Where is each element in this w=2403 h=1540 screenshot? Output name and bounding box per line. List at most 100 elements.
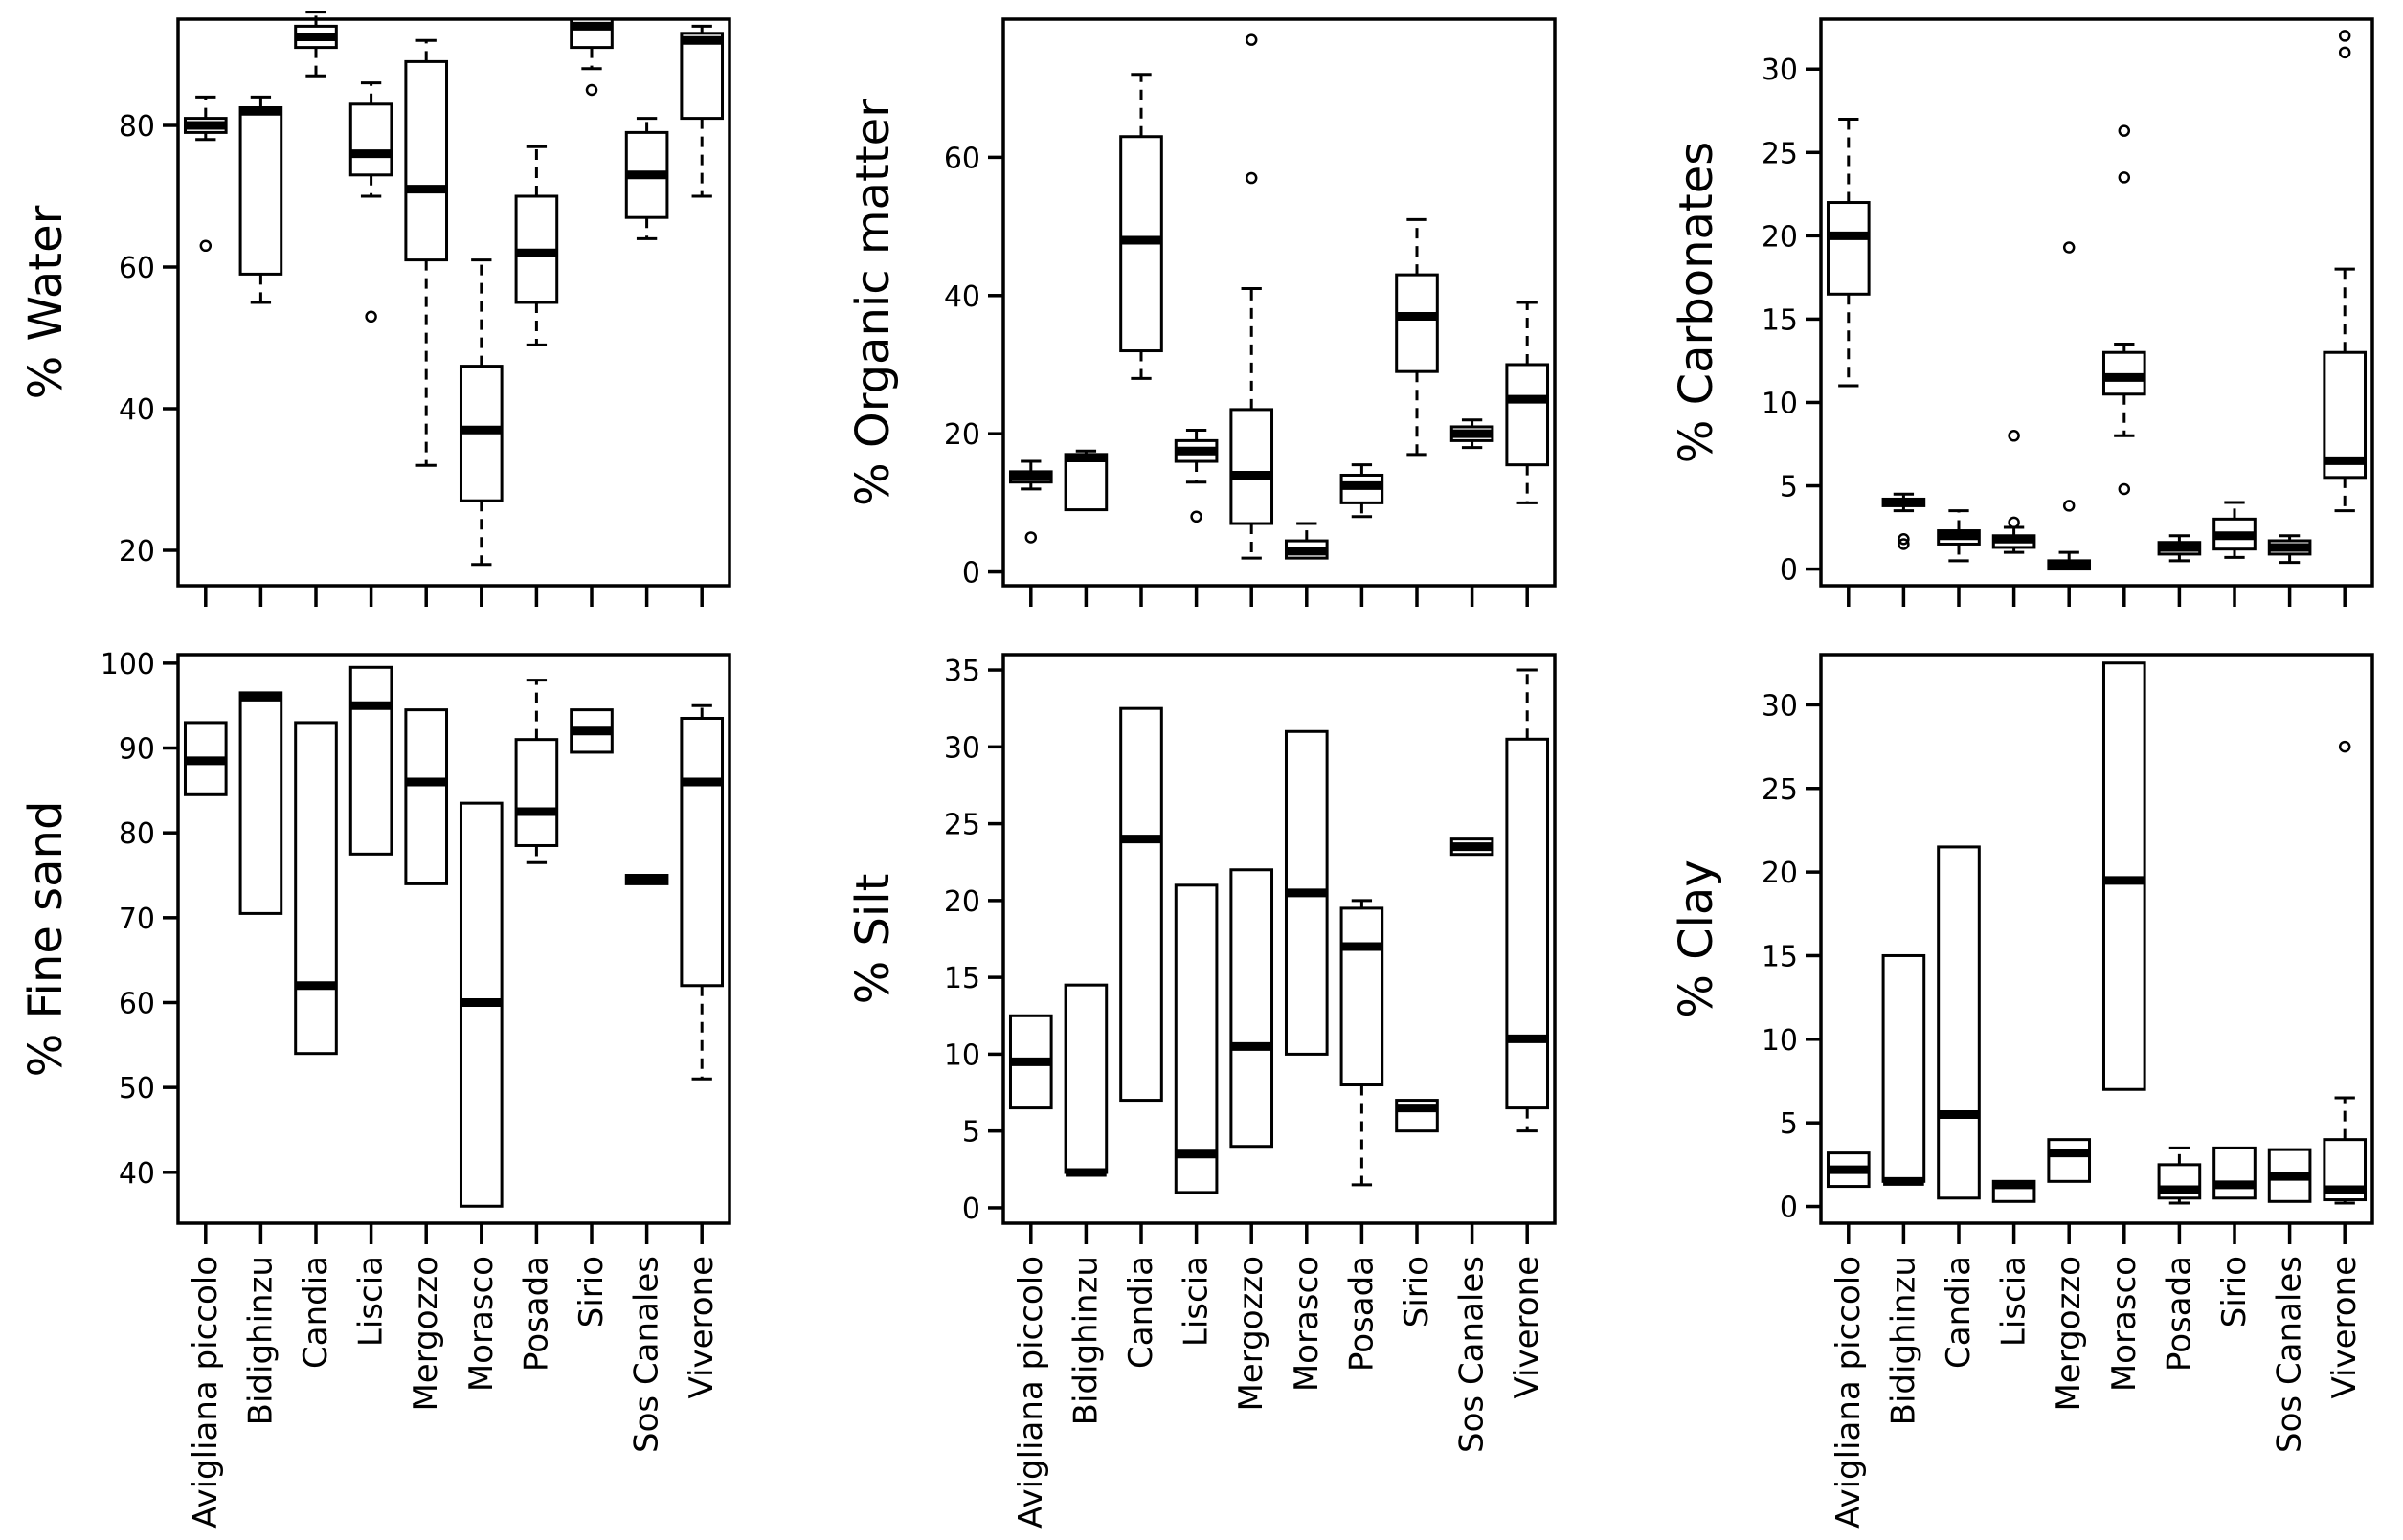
box-body	[1119, 706, 1163, 1103]
box-body	[1064, 453, 1109, 512]
y-tick-label: 25	[1762, 137, 1798, 170]
y-tick-label: 20	[1762, 857, 1798, 890]
outlier-point	[1024, 531, 1038, 544]
box-bidighinzu	[1064, 983, 1109, 1177]
box-posada	[1339, 463, 1384, 519]
plot-frame	[1819, 653, 2374, 1225]
y-tick-label: 90	[119, 733, 155, 767]
outlier-point	[2338, 740, 2351, 753]
y-axis-title: % Clay	[1670, 859, 1723, 1018]
box-bidighinzu	[1881, 953, 1926, 1186]
category-label: Bidighinzu	[241, 1256, 280, 1425]
category-label: Mergozzo	[1232, 1256, 1270, 1412]
box-body	[1881, 953, 1926, 1183]
category-label: Morasco	[462, 1256, 501, 1392]
y-tick-label: 0	[1780, 1192, 1798, 1225]
y-tick-label: 40	[944, 280, 980, 314]
box-posada	[514, 145, 559, 346]
y-tick-label: 5	[1780, 1107, 1798, 1141]
box-avigliana-piccolo	[1008, 459, 1053, 544]
y-tick-label: 20	[119, 535, 155, 569]
category-label: Liscia	[1178, 1256, 1216, 1347]
y-tick-label: 70	[119, 903, 155, 936]
box-liscia	[348, 665, 393, 856]
outlier-point	[365, 310, 377, 324]
category-label: Bidighinzu	[1884, 1256, 1922, 1425]
category-label: Liscia	[1995, 1256, 2033, 1347]
box-body	[1229, 868, 1274, 1149]
y-tick-label: 30	[944, 731, 980, 765]
category-label: Sirio	[2215, 1256, 2254, 1328]
outlier-point	[1898, 538, 1910, 550]
y-tick-label: 80	[119, 110, 155, 144]
box-mergozzo	[2047, 241, 2092, 571]
box-posada	[1339, 899, 1384, 1187]
category-label: Viverone	[683, 1256, 721, 1399]
box-body	[294, 721, 338, 1056]
box-body	[680, 716, 725, 988]
box-body	[404, 59, 449, 262]
y-tick-label: 30	[1762, 54, 1798, 87]
category-label: Liscia	[352, 1256, 391, 1347]
category-label: Sos Canales	[1453, 1256, 1492, 1453]
category-label: Posada	[517, 1256, 555, 1372]
y-tick-label: 0	[962, 557, 980, 591]
box-sirio	[570, 17, 614, 97]
box-body	[1339, 906, 1384, 1087]
box-sirio	[2212, 1146, 2257, 1200]
outlier-point	[2062, 241, 2076, 254]
box-body	[680, 32, 725, 121]
outlier-point	[2008, 516, 2020, 529]
category-label: Candia	[1940, 1256, 1978, 1369]
category-label: Morasco	[1288, 1256, 1326, 1392]
y-tick-label: 10	[944, 1038, 980, 1072]
box-body	[238, 691, 283, 915]
plot-frame	[1001, 653, 1557, 1225]
y-tick-label: 15	[1762, 940, 1798, 973]
plot-frame	[176, 653, 731, 1225]
box-posada	[514, 679, 559, 864]
box-liscia	[1991, 1179, 2036, 1203]
y-tick-label: 60	[119, 987, 155, 1020]
box-mergozzo	[2047, 1138, 2092, 1183]
outlier-point	[1898, 532, 1910, 546]
category-label: Avigliana piccolo	[187, 1256, 225, 1529]
box-body	[2047, 1138, 2092, 1183]
y-tick-label: 15	[944, 962, 980, 995]
plot-frame	[1001, 17, 1557, 588]
box-avigliana-piccolo	[183, 95, 228, 253]
box-sirio	[1395, 1099, 1439, 1133]
y-tick-label: 30	[1762, 689, 1798, 723]
outlier-point	[1245, 33, 1258, 46]
y-tick-label: 40	[119, 1157, 155, 1191]
box-body	[2212, 1146, 2257, 1200]
category-label: Viverone	[1508, 1256, 1546, 1399]
box-liscia	[1174, 429, 1219, 524]
box-viverone	[1505, 301, 1550, 504]
y-tick-label: 80	[119, 817, 155, 851]
box-body	[1395, 273, 1439, 373]
box-body	[1229, 408, 1274, 525]
y-tick-label: 10	[1762, 1024, 1798, 1058]
box-sirio	[2212, 501, 2257, 559]
category-label: Posada	[1342, 1256, 1381, 1372]
box-morasco	[1284, 729, 1329, 1056]
box-sos-canales	[2267, 1148, 2312, 1203]
plot-frame	[1819, 17, 2374, 588]
box-body	[1937, 845, 1981, 1200]
box-sirio	[1395, 217, 1439, 457]
box-body	[1505, 737, 1550, 1110]
y-tick-label: 25	[944, 809, 980, 842]
box-body	[238, 106, 283, 276]
outlier-point	[2338, 30, 2351, 42]
outlier-point	[585, 83, 598, 97]
category-label: Candia	[297, 1256, 335, 1369]
chart-panel-4: 40 50 60 70 80 90 100 % Fine sand Avigliana picc…	[19, 648, 731, 1529]
box-viverone	[680, 703, 725, 1081]
y-tick-label: 40	[119, 393, 155, 427]
box-body	[1174, 883, 1219, 1194]
chart-panel-3: 0 5 10 15 20 25 30 % Carbonates	[1670, 17, 2374, 607]
outlier-point	[199, 239, 213, 253]
y-tick-label: 0	[962, 1193, 980, 1226]
box-sos-canales	[2267, 534, 2312, 565]
